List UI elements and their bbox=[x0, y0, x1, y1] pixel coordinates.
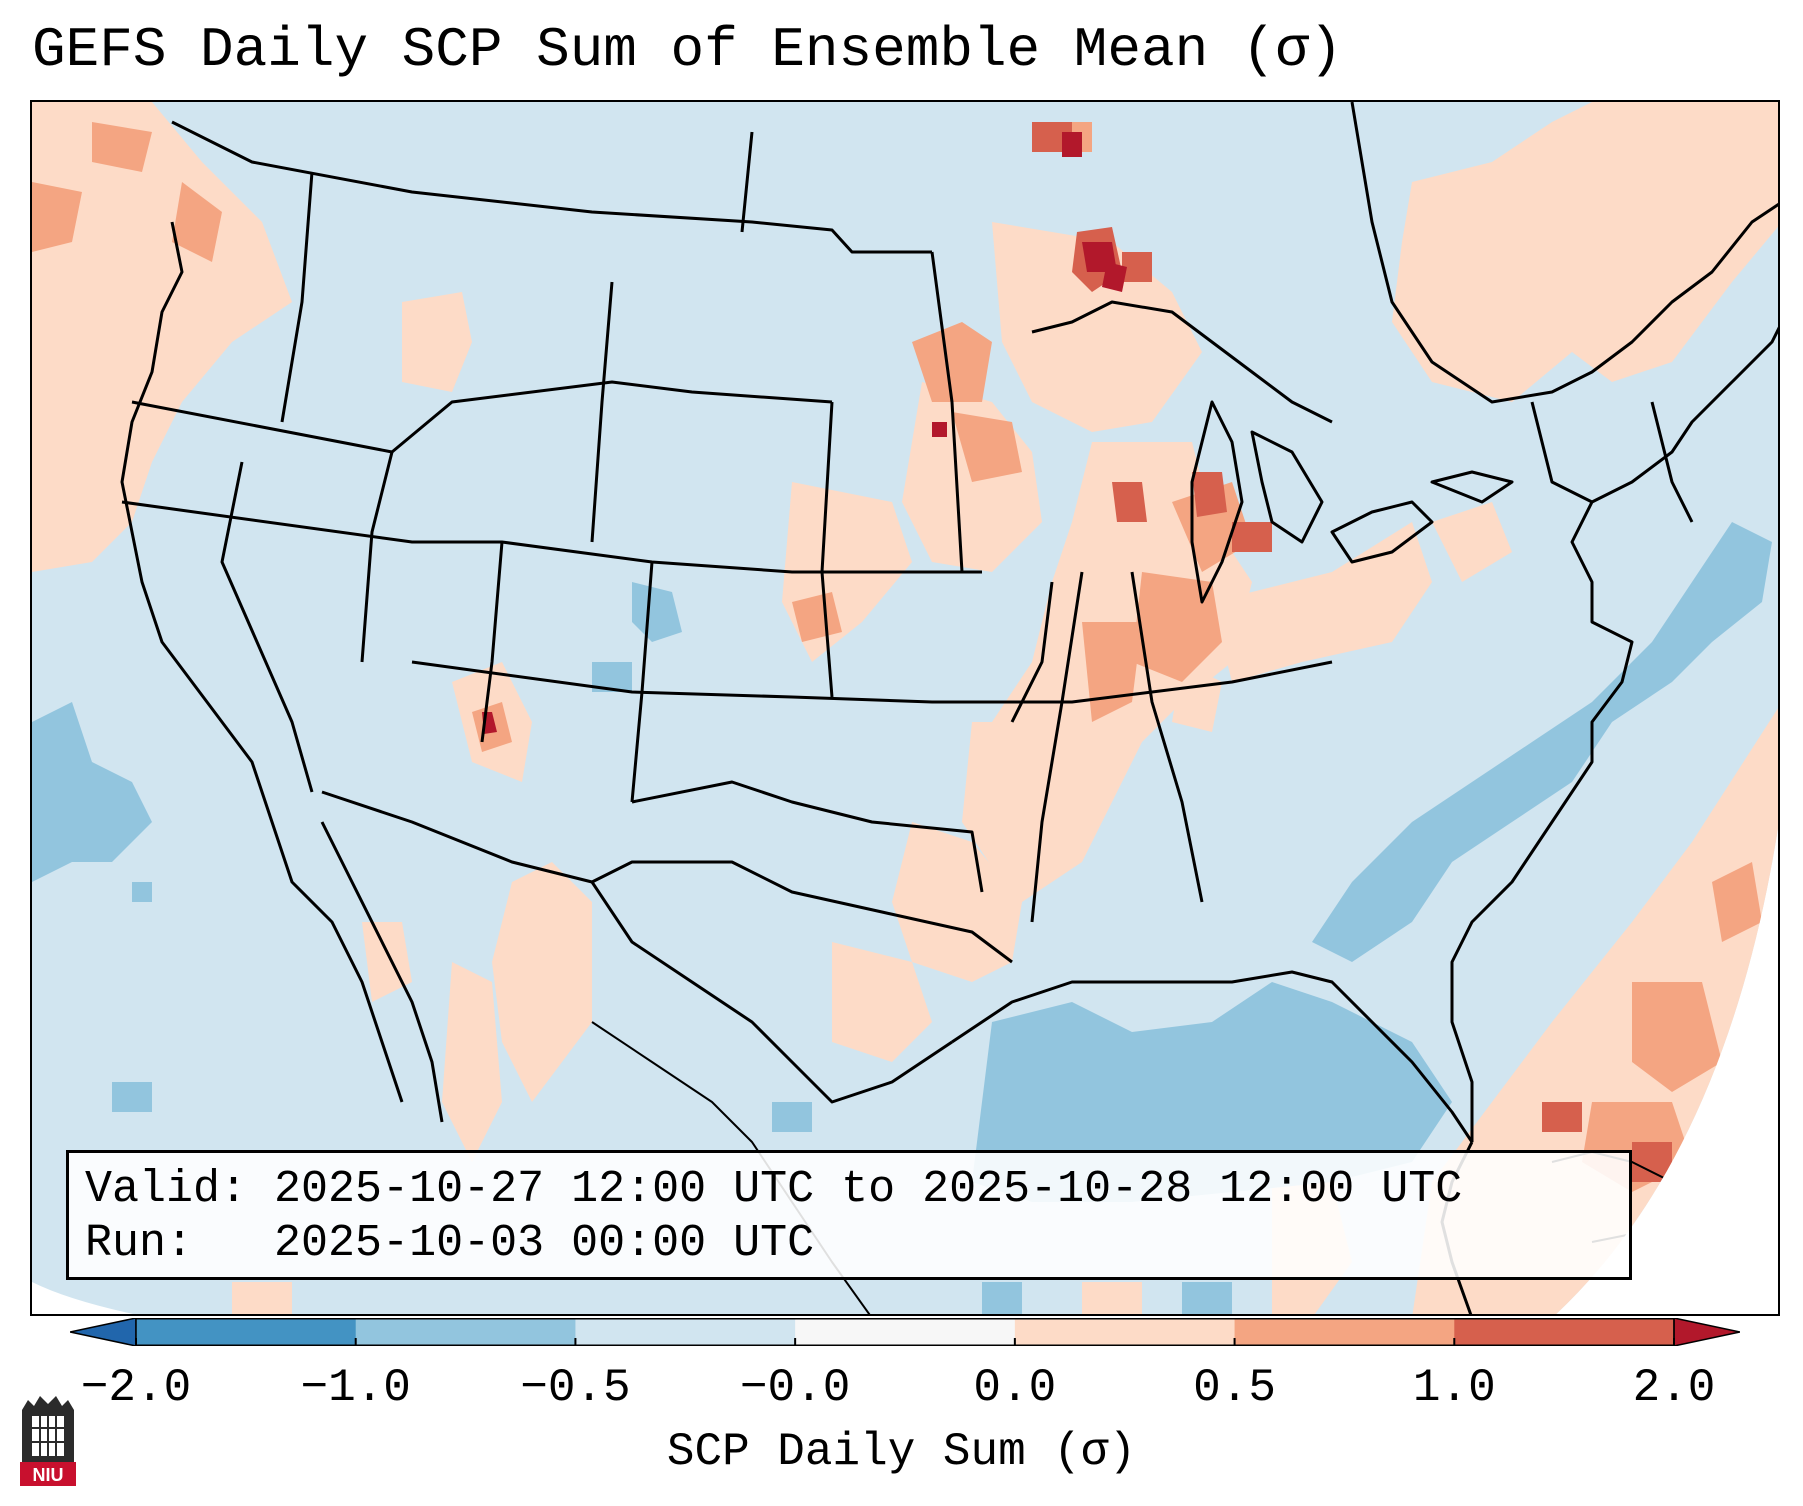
colorbar-extend-high bbox=[1673, 1317, 1741, 1347]
states-north-row bbox=[131, 380, 833, 454]
colorbar bbox=[69, 1317, 1741, 1347]
colorbar-svg bbox=[69, 1317, 1741, 1347]
run-value: 2025-10-03 00:00 UTC bbox=[274, 1218, 815, 1269]
colorbar-bin bbox=[575, 1318, 796, 1346]
lake-michigan bbox=[1190, 400, 1244, 604]
lake-huron bbox=[1250, 430, 1324, 544]
coast-east bbox=[1450, 321, 1778, 1142]
colorbar-label: SCP Daily Sum (σ) bbox=[666, 1426, 1137, 1478]
lake-ontario bbox=[1430, 470, 1514, 504]
negative-areas bbox=[32, 522, 1772, 1314]
colorbar-bin bbox=[1234, 1318, 1455, 1346]
colorbar-tick-label: 2.0 bbox=[1632, 1362, 1716, 1414]
map-title: GEFS Daily SCP Sum of Ensemble Mean (σ) bbox=[32, 18, 1343, 82]
scp-field bbox=[32, 102, 1778, 1314]
valid-run-info-box: Valid: 2025-10-27 12:00 UTC to 2025-10-2… bbox=[66, 1150, 1632, 1280]
map-panel bbox=[30, 100, 1780, 1316]
colorbar-tick-label: −0.5 bbox=[520, 1362, 631, 1414]
run-row: Run: 2025-10-03 00:00 UTC bbox=[85, 1217, 1629, 1271]
border-us-canada-west bbox=[171, 120, 932, 254]
svg-text:NIU: NIU bbox=[33, 1465, 64, 1485]
lake-erie bbox=[1330, 500, 1434, 564]
states-row-3 bbox=[411, 660, 1333, 704]
colorbar-bin bbox=[1014, 1318, 1236, 1346]
niu-logo-icon: NIU bbox=[18, 1392, 78, 1488]
colorbar-tick-label: 0.0 bbox=[973, 1362, 1057, 1414]
valid-row: Valid: 2025-10-27 12:00 UTC to 2025-10-2… bbox=[85, 1163, 1629, 1217]
coast-baja bbox=[320, 821, 444, 1123]
colorbar-tick-label: −2.0 bbox=[80, 1362, 192, 1414]
lake-superior bbox=[1031, 300, 1333, 424]
colorbar-bin bbox=[1454, 1318, 1675, 1346]
valid-label: Valid: bbox=[85, 1164, 248, 1215]
run-label: Run: bbox=[85, 1218, 194, 1269]
colorbar-outline bbox=[135, 1318, 1675, 1346]
coast-west bbox=[120, 221, 404, 1103]
colorbar-tick-label: 0.5 bbox=[1193, 1362, 1276, 1414]
colorbar-bin bbox=[355, 1318, 576, 1346]
colorbar-extend-low bbox=[69, 1317, 137, 1347]
coast-gulf bbox=[951, 970, 1474, 1143]
colorbar-bin bbox=[795, 1318, 1016, 1346]
positive-extreme-areas bbox=[482, 132, 1127, 734]
states-southwest bbox=[321, 790, 593, 884]
scp-map bbox=[32, 102, 1778, 1314]
valid-value: 2025-10-27 12:00 UTC to 2025-10-28 12:00… bbox=[274, 1164, 1463, 1215]
colorbar-tick-label: −1.0 bbox=[300, 1362, 411, 1414]
colorbar-bin bbox=[136, 1318, 357, 1346]
colorbar-tick-label: 1.0 bbox=[1412, 1362, 1496, 1414]
colorbar-tick-label: −0.0 bbox=[739, 1362, 851, 1414]
